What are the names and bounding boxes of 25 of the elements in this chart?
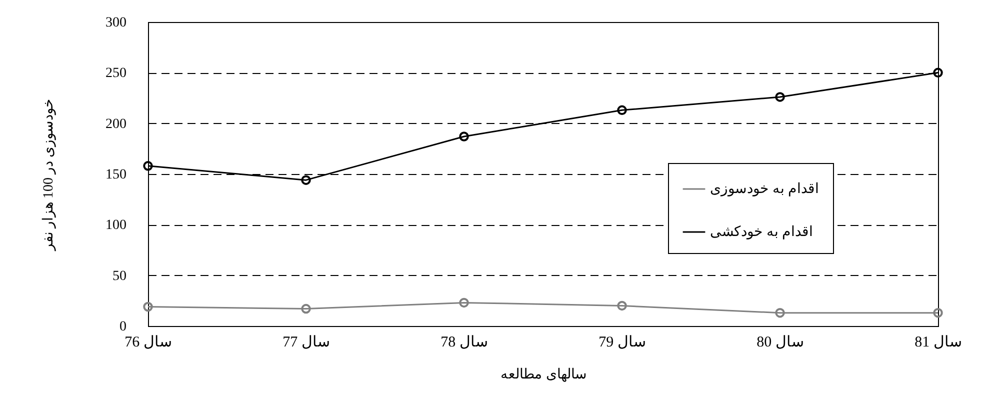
point — [775, 308, 785, 318]
y-tick-label: 0 — [120, 320, 126, 334]
y-tick-label: 250 — [106, 66, 126, 82]
y-tick-label: 200 — [106, 116, 126, 132]
x-tick-label: سال 77 — [282, 334, 330, 350]
y-tick-label: 300 — [106, 16, 126, 30]
point — [775, 92, 785, 102]
legend-label: اقدام به خودکشی — [710, 225, 813, 240]
x-tick-label: سال 79 — [598, 334, 646, 350]
point — [459, 132, 469, 142]
x-tick-label: سال 76 — [124, 334, 172, 350]
x-tick-label: سال 78 — [440, 334, 488, 350]
legend-label: اقدام به خودسوزی — [710, 182, 819, 197]
x-tick-label: سال 80 — [756, 334, 804, 350]
point — [617, 300, 627, 311]
y-axis-title: خودسوزی در 100 هزار نفر — [42, 98, 56, 252]
y-tick-label: 100 — [106, 218, 126, 234]
y-tick-label: 150 — [106, 168, 126, 182]
y-tick-label: 50 — [112, 268, 126, 284]
x-tick-label: سال 81 — [914, 334, 962, 350]
point — [301, 175, 311, 185]
point — [459, 298, 469, 308]
point — [617, 105, 627, 116]
point — [301, 304, 311, 314]
x-axis-title: سالهای مطالعه — [500, 368, 587, 382]
